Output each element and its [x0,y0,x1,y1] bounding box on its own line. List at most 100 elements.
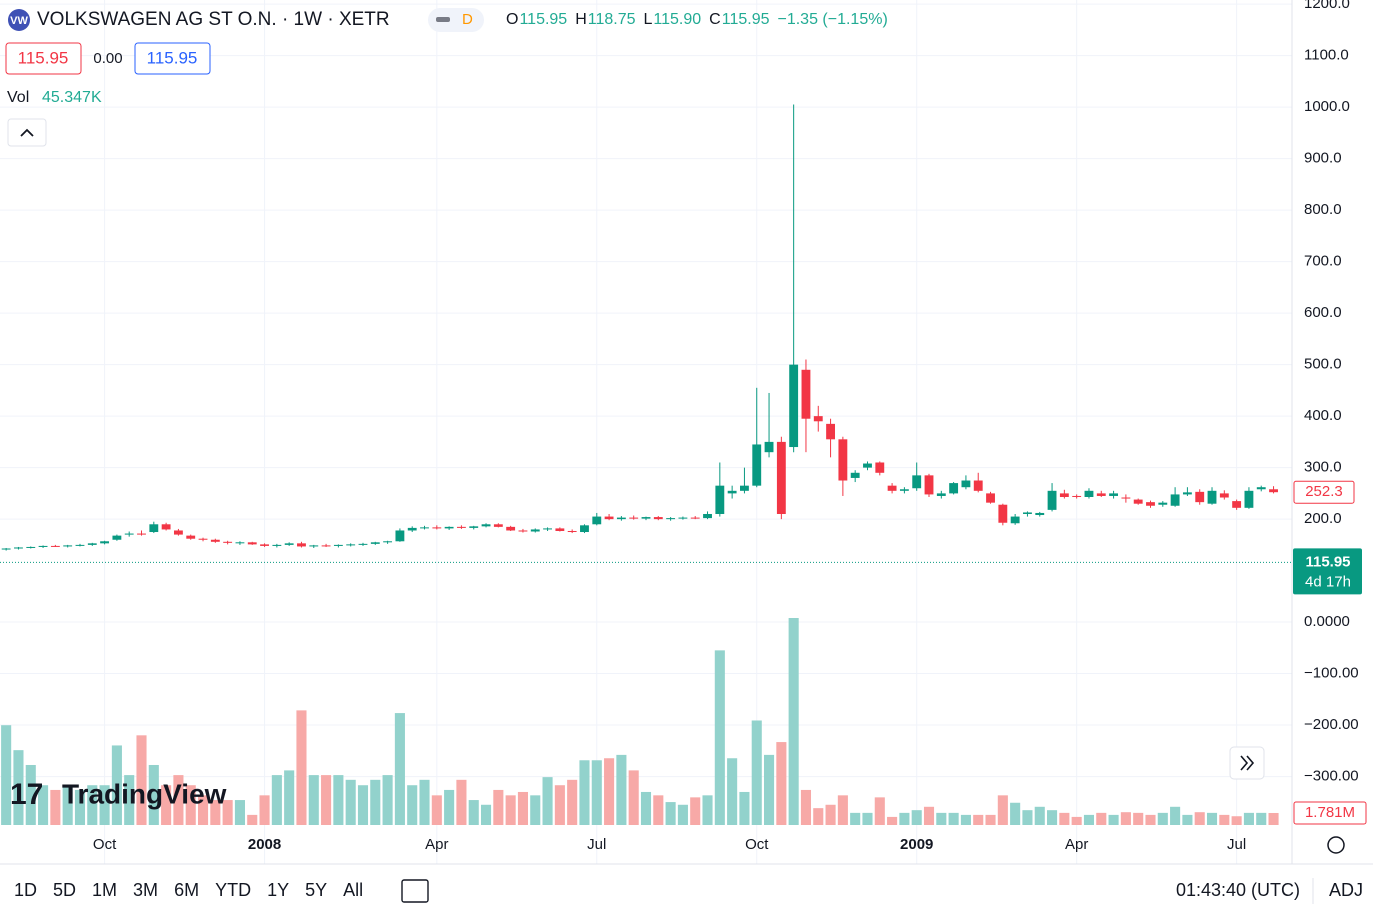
volume-bar [1206,812,1218,825]
bid-button[interactable] [5,42,82,75]
range-button[interactable]: YTD [215,880,251,900]
volume-bar [813,808,824,825]
volume-bar [1219,814,1230,825]
volume-bar [800,789,812,825]
volume-bar [99,785,110,825]
volume-bar [1059,812,1070,825]
candle-body [1096,493,1106,496]
date-range-icon[interactable] [401,879,429,903]
x-tick-label: Oct [93,836,117,853]
current-price-tag [1293,548,1362,595]
range-button[interactable]: 3M [133,880,158,900]
y2-tick-label: −300.00 [1304,768,1359,785]
candle-body [321,545,331,547]
volume-bar [751,720,762,825]
volume-bar [124,775,135,825]
spread: 0.00 [93,50,122,67]
collapse-button[interactable] [7,118,47,147]
toolbar: 1D 5D 1M 3M 6M YTD 1Y 5Y All [14,880,363,900]
range-button[interactable]: 1D [14,880,37,900]
volume-bar [87,785,98,825]
volume-bar [616,754,627,825]
volume-bar [456,779,467,825]
candle-body [998,504,1008,523]
ohlc-key: H [575,11,587,28]
candle-body [776,441,786,514]
candle-body [63,545,73,547]
adj-button[interactable]: ADJ [1329,880,1363,900]
volume-bar [234,800,245,825]
volume-bar [530,795,541,825]
status-pill[interactable] [428,8,484,32]
candle-body [309,545,319,547]
volume-bar [493,789,504,825]
candle-body [949,483,959,494]
candle-body [481,524,491,527]
candle-body [198,538,208,540]
volume-bar [468,800,479,825]
ohlc-value: 115.90 [653,11,701,28]
volume-bar [1133,812,1144,825]
volume-bar [50,789,61,825]
volume-bar [1083,814,1095,825]
candle-body [161,524,171,530]
candle-body [210,539,220,542]
range-button[interactable]: 6M [174,880,199,900]
candle-body [186,535,196,539]
y2-tick-label: 0.0000 [1304,613,1350,630]
volume-bar [1157,812,1168,825]
range-button[interactable]: 1M [92,880,117,900]
status-dash [436,17,450,22]
candle-body [407,527,417,531]
candle-body [87,543,97,545]
candle-body [1072,495,1082,497]
volume-bar [357,785,369,825]
candle-body [112,535,122,540]
candle-body [666,518,676,520]
settings-icon[interactable] [1327,836,1345,854]
marks [0,104,1292,825]
y-tick-label: 300.0 [1304,459,1342,476]
volume-bar [333,775,344,825]
y-tick-label: 700.0 [1304,253,1342,270]
volume-bar [665,802,676,825]
volume-bar [259,795,270,825]
candle-body [813,416,823,422]
x-tick-label: Jul [587,836,606,853]
candle-body [469,526,479,528]
candle-body [518,530,528,532]
range-button[interactable]: 5D [53,880,76,900]
y2-tick-label: −100.00 [1304,664,1359,681]
candle-body [740,485,749,491]
volume-bar [1145,814,1156,825]
volume-bar [1170,806,1181,825]
x-tick-label: Apr [1065,836,1088,853]
candle-body [260,544,269,546]
y-tick-label: 400.0 [1304,407,1342,424]
y-tick-label: 500.0 [1304,356,1342,373]
range-button[interactable]: All [343,880,363,900]
candle-body [173,530,183,535]
candle-body [727,490,737,494]
range-button[interactable]: 1Y [267,880,289,900]
candle-body [444,526,454,529]
volume-bar [394,713,405,825]
symbol-title[interactable]: VOLKSWAGEN AG ST O.N. · 1W · XETR [37,9,390,30]
volume-bar [1096,812,1107,825]
volume-bar [628,770,639,825]
ask-button[interactable] [134,42,211,75]
volume-bar [345,779,356,825]
volume-bar [1182,814,1193,825]
volume-bar [210,800,221,825]
candle-body [1207,490,1217,504]
candle-body [555,528,565,531]
last-volume-tag [1293,801,1367,825]
candle-body [641,517,651,519]
candle-body [14,547,23,549]
candle-body [1269,489,1278,493]
volume-bar [911,810,922,825]
volume-bar [764,754,775,825]
range-button[interactable]: 5Y [305,880,327,900]
ohlc-value: 115.95 [519,11,567,28]
